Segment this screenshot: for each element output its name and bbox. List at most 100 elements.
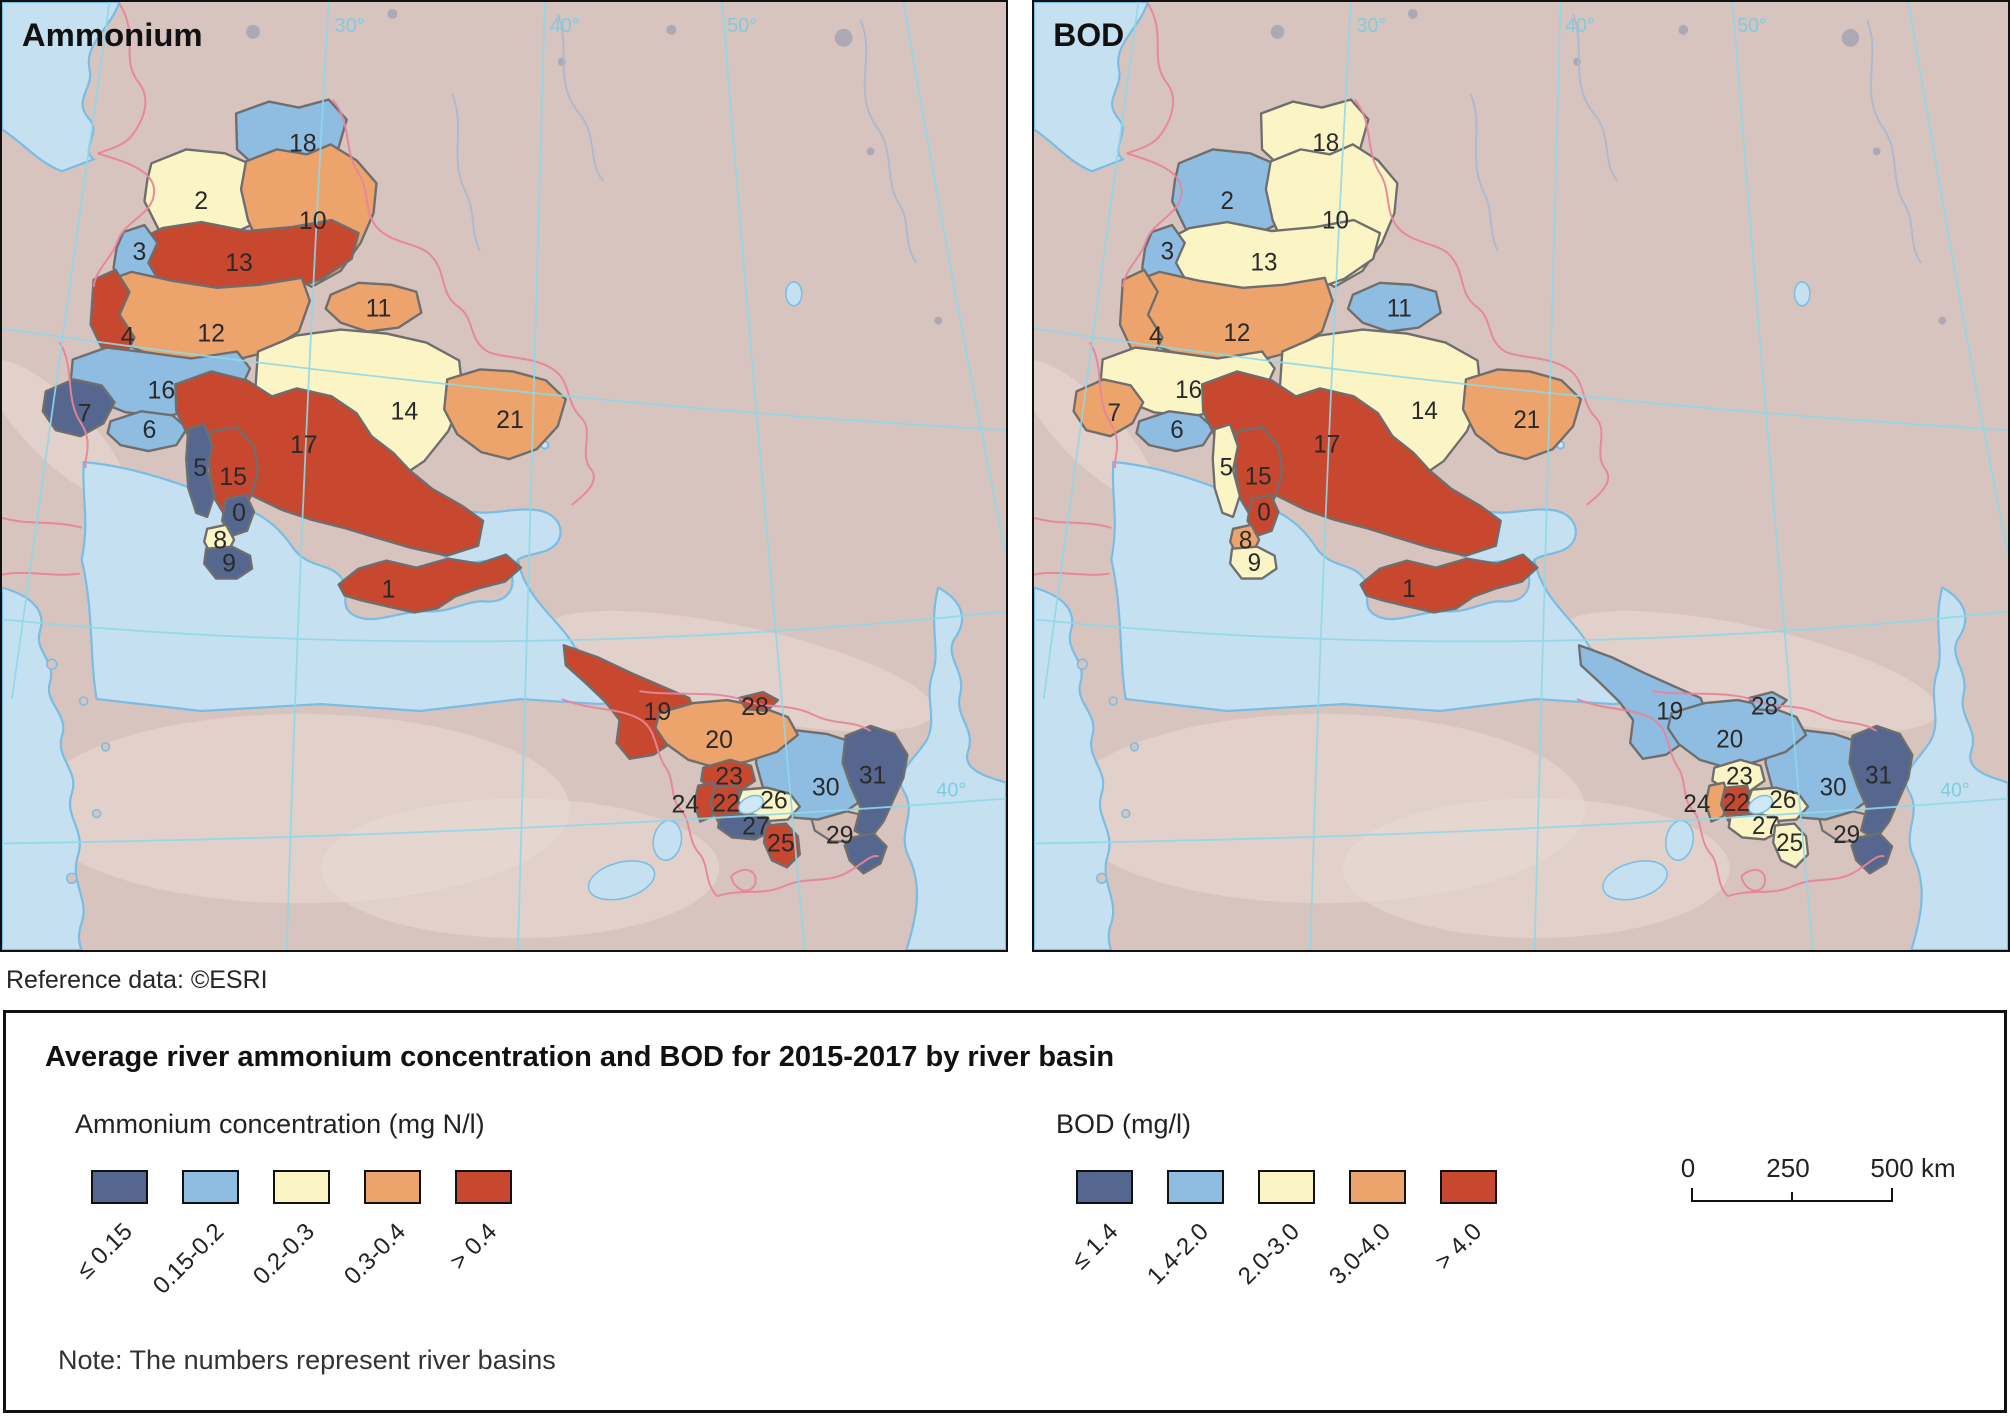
basin-label-30: 30: [1820, 774, 1847, 801]
aegean-sea: [2, 586, 85, 950]
scalebar-label-500: 500 km: [1870, 1153, 1956, 1183]
basin-9: [202, 545, 254, 580]
basin-5: [185, 423, 216, 519]
legend-class-label-bod-3: 3.0-4.0: [1324, 1218, 1397, 1291]
graticule-label: 40°: [1565, 15, 1594, 37]
map-panel-bod: 0 1 2 3 4 5 6 7 8 9 10 11 12 13 14 15 16 17 18 19 20 21 22 23 24…: [1032, 0, 2010, 952]
scalebar-label-250: 250: [1766, 1153, 1810, 1183]
legend-class-label-bod-2: 2.0-3.0: [1233, 1218, 1306, 1291]
basin-label-16: 16: [1175, 377, 1202, 404]
basin-21: [1461, 368, 1583, 461]
legend-class-label-bod-1: 1.4-2.0: [1142, 1218, 1215, 1291]
basin-20: [654, 698, 800, 769]
caspian-sea: [899, 585, 1006, 950]
basin-label-18: 18: [1312, 130, 1339, 157]
basin-label-29: 29: [1833, 822, 1860, 849]
scalebar-label-0: 0: [1680, 1153, 1696, 1183]
basin-label-24: 24: [1683, 791, 1710, 818]
basin-label-5: 5: [193, 454, 207, 482]
map-svg-ammonium: 0123456789101112131415161718192021222324…: [2, 2, 1006, 950]
basin-label-11: 11: [366, 295, 392, 323]
basin-29: [1850, 832, 1894, 875]
graticule-label: 30°: [335, 15, 365, 37]
basin-label-7: 7: [78, 399, 92, 427]
basin-25: [1772, 822, 1810, 869]
basin-label-20: 20: [705, 726, 733, 754]
legend-class-label-ammonium-4: > 0.4: [444, 1218, 503, 1276]
lake-sevan: [1748, 794, 1774, 815]
scalebar-tick: [1791, 1192, 1793, 1202]
scalebar-tick: [1891, 1188, 1893, 1202]
basin-label-6: 6: [142, 416, 156, 444]
basin-0: [220, 493, 256, 537]
basin-6: [106, 410, 189, 453]
legend-title: Average river ammonium concentration and…: [45, 1041, 1115, 1073]
basin-label-10: 10: [299, 207, 327, 235]
basin-label-31: 31: [859, 762, 887, 790]
basin-label-3: 3: [133, 238, 147, 266]
map-title-ammonium: Ammonium: [22, 16, 203, 53]
basin-label-0: 0: [1257, 499, 1270, 526]
graticule-label: 40°: [936, 780, 966, 802]
basin-label-15: 15: [1245, 463, 1272, 490]
basin-label-4: 4: [1149, 323, 1162, 350]
basin-label-4: 4: [121, 323, 135, 351]
legend-swatch-ammonium-2: [273, 1170, 330, 1204]
basin-label-18: 18: [289, 129, 317, 157]
basin-label-26: 26: [760, 787, 788, 815]
basin-label-1: 1: [1402, 576, 1415, 603]
basin-label-15: 15: [219, 463, 247, 491]
graticule-label: 50°: [727, 15, 757, 37]
legend-swatch-ammonium-1: [182, 1170, 239, 1204]
bod-legend-title: BOD (mg/l): [1056, 1109, 1191, 1139]
basin-label-10: 10: [1322, 207, 1349, 234]
basin-label-14: 14: [1411, 398, 1438, 425]
basin-label-12: 12: [197, 320, 225, 348]
basin-label-23: 23: [1726, 763, 1753, 790]
black-sea: [1110, 460, 1655, 713]
legend-class-label-ammonium-1: 0.15-0.2: [147, 1218, 230, 1300]
basin-0: [1246, 493, 1280, 537]
basin-label-16: 16: [148, 376, 176, 404]
basin-29: [843, 832, 888, 875]
basin-label-19: 19: [1656, 698, 1683, 725]
graticule-label: 50°: [1737, 15, 1766, 37]
basin-label-2: 2: [194, 187, 208, 215]
baltic-sea: [2, 2, 121, 173]
basin-label-2: 2: [1221, 187, 1234, 214]
map-title-bod: BOD: [1053, 16, 1124, 53]
basin-label-20: 20: [1716, 726, 1743, 753]
basin-label-7: 7: [1107, 400, 1120, 427]
basin-1: [1359, 553, 1539, 614]
basin-label-28: 28: [741, 693, 769, 721]
basin-25: [762, 822, 802, 869]
basin-27: [716, 812, 774, 841]
legend-swatch-ammonium-3: [364, 1170, 421, 1204]
legend-class-label-ammonium-2: 0.2-0.3: [248, 1218, 321, 1291]
basin-label-17: 17: [1313, 431, 1340, 458]
legend-class-label-bod-4: > 4.0: [1429, 1218, 1488, 1276]
basin-label-25: 25: [1776, 830, 1803, 857]
legend-swatch-bod-4: [1440, 1170, 1497, 1204]
map-svg-bod: 0123456789101112131415161718192021222324…: [1034, 2, 2008, 950]
basin-label-17: 17: [290, 431, 318, 459]
basin-4: [1118, 268, 1164, 360]
basin-label-9: 9: [1248, 550, 1261, 577]
baltic-sea: [1034, 2, 1150, 173]
basin-label-24: 24: [671, 791, 699, 819]
caspian-sea: [1904, 585, 2008, 950]
basin-label-14: 14: [391, 397, 419, 425]
map-panel-ammonium: 0 1 2 3 4 5 6 7 8 9 10 11 12 13 14 15 16 17 18 19 20 21 22 23 24…: [0, 0, 1008, 952]
basin-4: [89, 268, 136, 360]
graticule-label: 30°: [1357, 15, 1386, 37]
basin-11: [324, 281, 423, 333]
basin-label-28: 28: [1751, 693, 1778, 720]
legend-swatch-ammonium-4: [455, 1170, 512, 1204]
legend-swatch-ammonium-0: [91, 1170, 148, 1204]
legend-swatch-bod-0: [1076, 1170, 1133, 1204]
basin-7: [1072, 378, 1145, 438]
basin-label-21: 21: [496, 406, 524, 434]
ammonium-legend-title: Ammonium concentration (mg N/l): [75, 1109, 485, 1139]
basin-label-30: 30: [812, 774, 840, 802]
basin-7: [41, 378, 116, 438]
